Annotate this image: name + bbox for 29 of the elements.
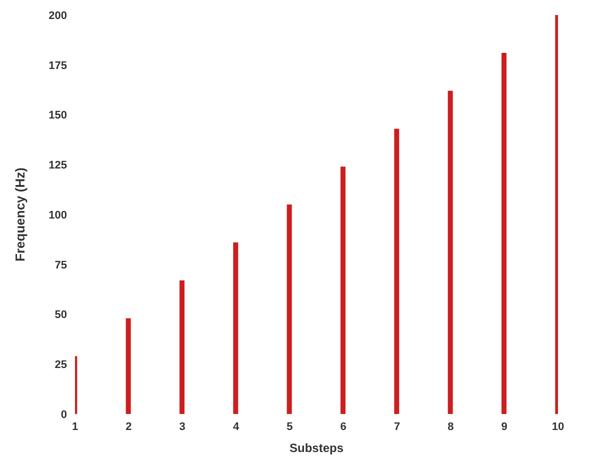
x-tick-label: 5: [286, 420, 293, 433]
x-axis-title: Substeps: [289, 441, 344, 455]
x-tick-label: 3: [179, 420, 186, 433]
x-tick-label: 6: [340, 420, 346, 433]
bar: [448, 90, 453, 414]
bar: [502, 52, 506, 414]
x-tick-label: 10: [552, 420, 564, 433]
x-tick-label: 4: [232, 420, 240, 433]
y-tick-label: 175: [48, 60, 67, 72]
y-tick-label: 125: [48, 160, 67, 172]
y-axis-title: Frequency (Hz): [12, 168, 28, 262]
y-tick-label: 150: [48, 110, 67, 122]
bar: [233, 242, 238, 414]
y-tick-label: 75: [54, 259, 67, 272]
bar: [340, 166, 346, 414]
y-tick-label: 25: [54, 359, 67, 372]
y-tick-label: 50: [54, 309, 67, 322]
bar: [394, 128, 400, 414]
y-tick-label: 200: [48, 10, 67, 22]
bar: [286, 204, 292, 414]
bar: [180, 280, 184, 414]
x-tick-label: 7: [394, 420, 400, 433]
y-tick-label: 0: [60, 408, 67, 421]
x-tick-label: 2: [126, 420, 132, 433]
x-tick-label: 9: [501, 420, 508, 433]
bar: [126, 318, 131, 414]
x-tick-label: 8: [448, 420, 454, 433]
y-tick-label: 100: [48, 209, 67, 222]
x-tick-label: 1: [72, 420, 78, 433]
